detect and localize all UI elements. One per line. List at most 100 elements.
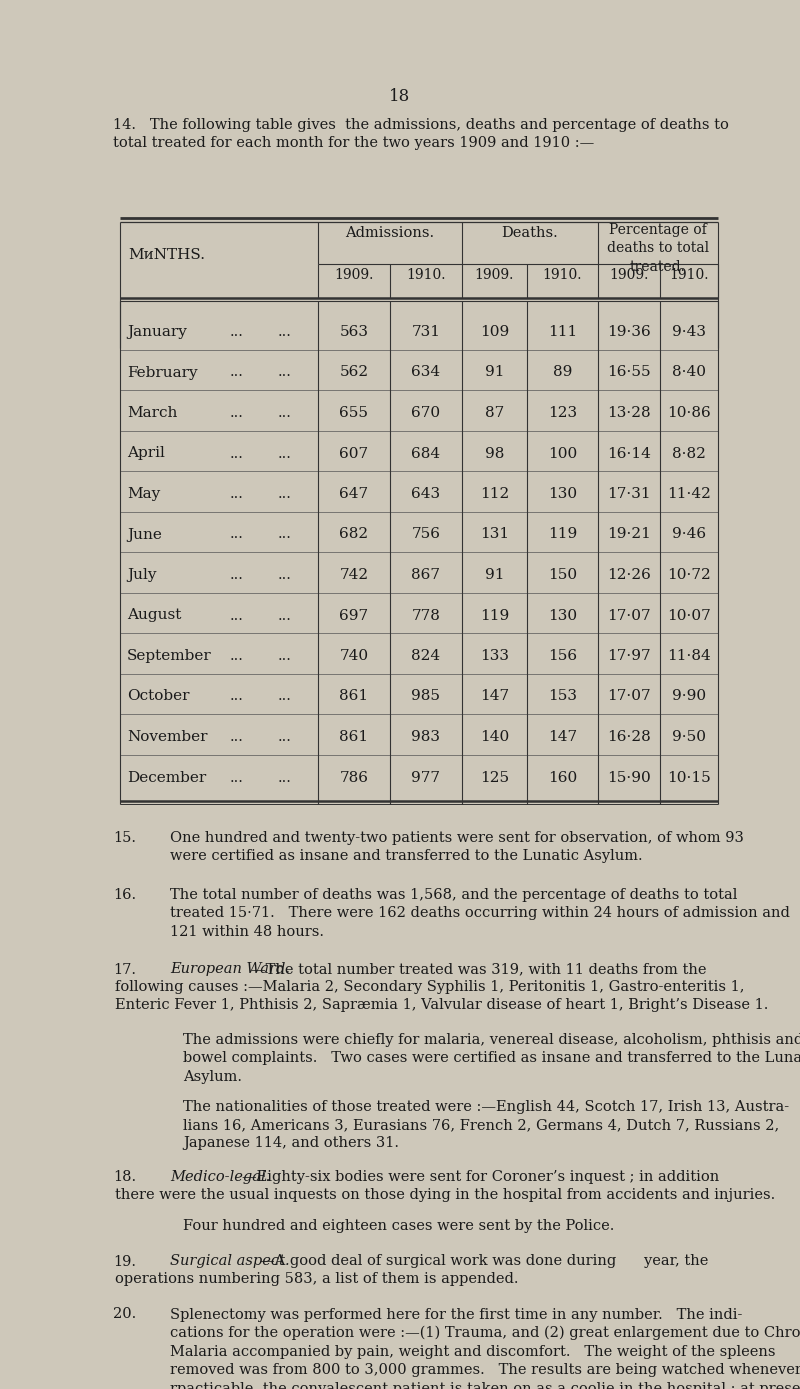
- Text: 655: 655: [339, 406, 369, 419]
- Text: 11·84: 11·84: [667, 649, 711, 663]
- Text: 147: 147: [548, 731, 577, 745]
- Text: 740: 740: [339, 649, 369, 663]
- Text: 697: 697: [339, 608, 369, 622]
- Text: 12·26: 12·26: [607, 568, 651, 582]
- Text: 14.   The following table gives  the admissions, deaths and percentage of deaths: 14. The following table gives the admiss…: [113, 118, 729, 150]
- Text: ...: ...: [230, 406, 244, 419]
- Text: ...: ...: [278, 528, 292, 542]
- Text: 634: 634: [411, 365, 441, 379]
- Text: The total number of deaths was 1,568, and the percentage of deaths to total
trea: The total number of deaths was 1,568, an…: [170, 888, 790, 939]
- Text: 19.: 19.: [113, 1254, 136, 1268]
- Text: 824: 824: [411, 649, 441, 663]
- Text: 91: 91: [485, 365, 504, 379]
- Text: operations numbering 583, a list of them is appended.: operations numbering 583, a list of them…: [115, 1272, 518, 1286]
- Text: 684: 684: [411, 446, 441, 461]
- Text: 977: 977: [411, 771, 441, 785]
- Text: 98: 98: [485, 446, 504, 461]
- Text: 861: 861: [339, 689, 369, 703]
- Text: October: October: [127, 689, 190, 703]
- Text: Splenectomy was performed here for the first time in any number.   The indi-
cat: Splenectomy was performed here for the f…: [170, 1307, 800, 1389]
- Text: 731: 731: [411, 325, 441, 339]
- Text: 140: 140: [480, 731, 509, 745]
- Text: ...: ...: [278, 365, 292, 379]
- Text: September: September: [127, 649, 212, 663]
- Text: 17.: 17.: [113, 963, 136, 976]
- Text: ...: ...: [230, 731, 244, 745]
- Text: 11·42: 11·42: [667, 488, 711, 501]
- Text: Four hundred and eighteen cases were sent by the Police.: Four hundred and eighteen cases were sen…: [183, 1220, 614, 1233]
- Text: ...: ...: [278, 689, 292, 703]
- Text: 133: 133: [480, 649, 509, 663]
- Text: August: August: [127, 608, 182, 622]
- Text: 16·14: 16·14: [607, 446, 651, 461]
- Text: February: February: [127, 365, 198, 379]
- Text: April: April: [127, 446, 165, 461]
- Text: March: March: [127, 406, 178, 419]
- Text: 15·90: 15·90: [607, 771, 651, 785]
- Text: ...: ...: [278, 731, 292, 745]
- Text: ...: ...: [278, 568, 292, 582]
- Text: 16·28: 16·28: [607, 731, 651, 745]
- Text: Surgical aspect.: Surgical aspect.: [170, 1254, 290, 1268]
- Text: —A good deal of surgical work was done during      year, the: —A good deal of surgical work was done d…: [259, 1254, 708, 1268]
- Text: 18.: 18.: [113, 1170, 136, 1183]
- Text: —Eighty-six bodies were sent for Coroner’s inquest ; in addition: —Eighty-six bodies were sent for Coroner…: [242, 1170, 718, 1183]
- Text: 130: 130: [548, 488, 577, 501]
- Text: Percentage of
deaths to total
treated.: Percentage of deaths to total treated.: [607, 224, 709, 274]
- Text: ...: ...: [278, 771, 292, 785]
- Text: Enteric Fever 1, Phthisis 2, Sapræmia 1, Valvular disease of heart 1, Bright’s D: Enteric Fever 1, Phthisis 2, Sapræmia 1,…: [115, 997, 768, 1011]
- Text: ...: ...: [230, 568, 244, 582]
- Text: 89: 89: [553, 365, 572, 379]
- Text: Medico-legal.: Medico-legal.: [170, 1170, 270, 1183]
- Text: 9·43: 9·43: [672, 325, 706, 339]
- Text: 119: 119: [480, 608, 509, 622]
- Text: 109: 109: [480, 325, 509, 339]
- Text: 670: 670: [411, 406, 441, 419]
- Text: 867: 867: [411, 568, 441, 582]
- Text: January: January: [127, 325, 187, 339]
- Text: 983: 983: [411, 731, 441, 745]
- Text: 150: 150: [548, 568, 577, 582]
- Text: 9·90: 9·90: [672, 689, 706, 703]
- Text: 8·40: 8·40: [672, 365, 706, 379]
- Text: 100: 100: [548, 446, 577, 461]
- Text: 8·82: 8·82: [672, 446, 706, 461]
- Text: 20.: 20.: [113, 1307, 136, 1321]
- Text: 1909.: 1909.: [334, 268, 374, 282]
- Text: —The total number treated was 319, with 11 deaths from the: —The total number treated was 319, with …: [251, 963, 706, 976]
- Text: 10·15: 10·15: [667, 771, 711, 785]
- Text: ...: ...: [230, 446, 244, 461]
- Text: 1909.: 1909.: [475, 268, 514, 282]
- Text: ...: ...: [278, 649, 292, 663]
- Text: 19·36: 19·36: [607, 325, 651, 339]
- Text: 607: 607: [339, 446, 369, 461]
- Text: ...: ...: [230, 528, 244, 542]
- Text: 786: 786: [339, 771, 369, 785]
- Text: ...: ...: [230, 325, 244, 339]
- Text: 9·46: 9·46: [672, 528, 706, 542]
- Text: 1909.: 1909.: [610, 268, 649, 282]
- Text: ...: ...: [230, 488, 244, 501]
- Text: 562: 562: [339, 365, 369, 379]
- Text: 15.: 15.: [113, 831, 136, 845]
- Text: 125: 125: [480, 771, 509, 785]
- Text: 17·97: 17·97: [607, 649, 651, 663]
- Text: 1910.: 1910.: [406, 268, 446, 282]
- Text: One hundred and twenty-two patients were sent for observation, of whom 93
were c: One hundred and twenty-two patients were…: [170, 831, 744, 864]
- Text: July: July: [127, 568, 157, 582]
- Text: there were the usual inquests on those dying in the hospital from accidents and : there were the usual inquests on those d…: [115, 1188, 775, 1201]
- Text: ...: ...: [278, 406, 292, 419]
- Text: 643: 643: [411, 488, 441, 501]
- Text: 156: 156: [548, 649, 577, 663]
- Text: 160: 160: [548, 771, 577, 785]
- Text: 17·07: 17·07: [607, 608, 651, 622]
- Text: 1910.: 1910.: [542, 268, 582, 282]
- Text: 153: 153: [548, 689, 577, 703]
- Text: 756: 756: [411, 528, 441, 542]
- Text: 131: 131: [480, 528, 509, 542]
- Text: 742: 742: [339, 568, 369, 582]
- Text: 112: 112: [480, 488, 509, 501]
- Text: European Ward.: European Ward.: [170, 963, 290, 976]
- Text: 10·07: 10·07: [667, 608, 711, 622]
- Text: December: December: [127, 771, 206, 785]
